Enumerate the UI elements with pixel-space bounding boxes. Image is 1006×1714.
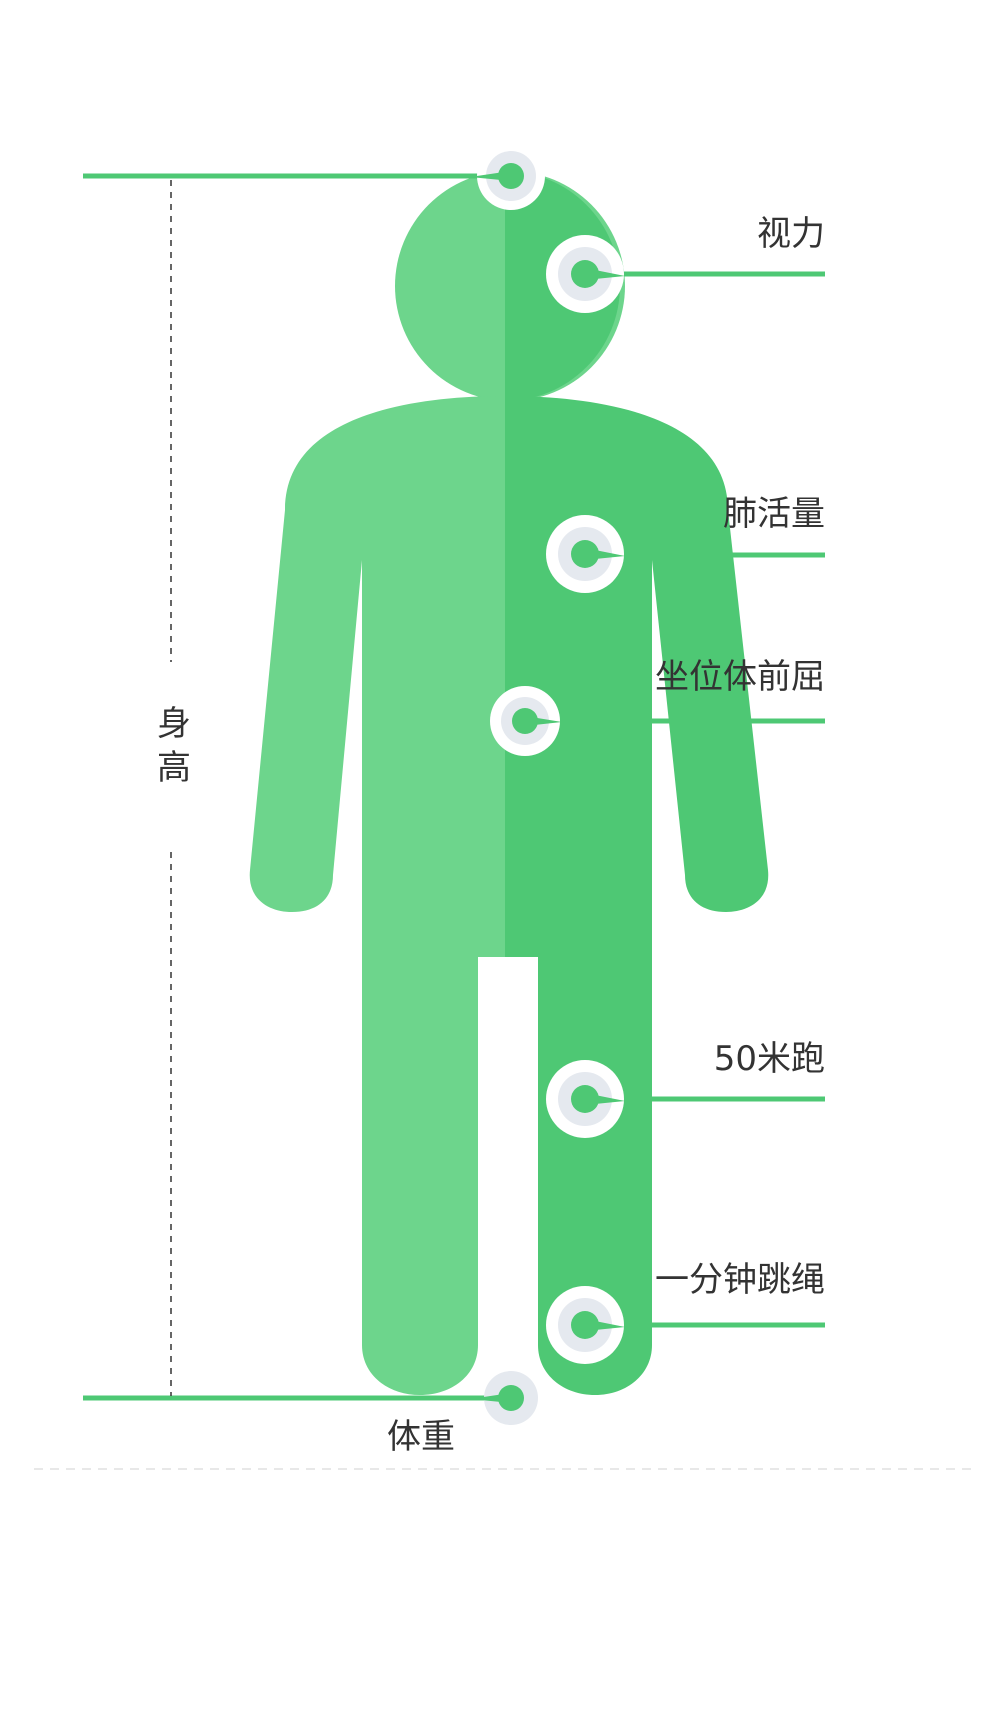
body-right-half: [505, 171, 769, 1395]
callout-lines: [525, 271, 825, 1328]
target-dots: [470, 142, 625, 1425]
dot-vision: [546, 235, 625, 313]
dot-reach: [490, 686, 562, 756]
label-vision: 视力: [757, 214, 825, 254]
body-figure: [249, 171, 769, 1397]
dot-weight: [470, 1371, 538, 1425]
height-indicator: [83, 173, 490, 1401]
label-50m-run: 50米跑: [713, 1039, 825, 1079]
dot-height-top: [470, 142, 545, 210]
torso-arm-left: [249, 396, 505, 1395]
label-jump-rope: 一分钟跳绳: [655, 1260, 825, 1300]
dot-run: [546, 1060, 625, 1138]
label-weight: 体重: [387, 1417, 455, 1457]
dot-lung: [546, 515, 625, 593]
label-height: 身高: [157, 704, 191, 788]
leg-gap: [478, 957, 538, 1397]
label-sit-and-reach: 坐位体前屈: [655, 657, 825, 697]
dot-rope: [546, 1286, 625, 1364]
torso-arm-right: [505, 396, 769, 1395]
label-lung-capacity: 肺活量: [723, 494, 825, 534]
